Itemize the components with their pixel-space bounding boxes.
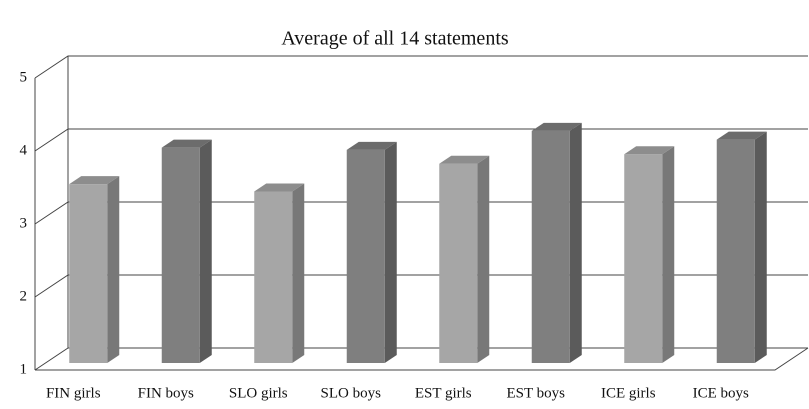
bar-side bbox=[477, 155, 490, 363]
bar bbox=[439, 163, 478, 363]
bar-top bbox=[439, 155, 490, 164]
bar-top bbox=[161, 139, 212, 148]
bar bbox=[254, 191, 293, 363]
bar bbox=[69, 184, 108, 363]
y-tick-label: 5 bbox=[20, 69, 28, 85]
bar-top bbox=[346, 141, 397, 150]
bar-top bbox=[69, 176, 120, 185]
x-tick-label: EST girls bbox=[415, 385, 472, 401]
grid-line bbox=[34, 274, 808, 298]
grid-line bbox=[34, 128, 808, 152]
bar bbox=[624, 154, 663, 363]
x-tick-label: FIN girls bbox=[46, 385, 101, 401]
bar-top bbox=[531, 122, 582, 131]
grid-line bbox=[34, 347, 808, 371]
y-tick-label: 4 bbox=[20, 142, 28, 158]
x-tick-label: SLO girls bbox=[229, 385, 288, 401]
grid-line bbox=[34, 201, 808, 225]
x-tick-label: SLO boys bbox=[321, 385, 382, 401]
bar-side bbox=[754, 131, 767, 363]
x-tick-label: EST boys bbox=[507, 385, 566, 401]
y-tick-label: 2 bbox=[20, 288, 28, 304]
bar bbox=[346, 149, 385, 363]
x-tick-label: ICE boys bbox=[693, 385, 749, 401]
bar-side bbox=[292, 183, 305, 363]
x-tick-label: ICE girls bbox=[601, 385, 656, 401]
bar-top bbox=[716, 131, 767, 140]
bar-side bbox=[199, 139, 212, 363]
bar-side bbox=[569, 122, 582, 363]
x-tick-label: FIN boys bbox=[138, 385, 194, 401]
floor-edge bbox=[35, 347, 809, 371]
bar bbox=[531, 130, 570, 363]
chart-title: Average of all 14 statements bbox=[281, 28, 509, 50]
bar-top bbox=[254, 183, 305, 192]
bar-top bbox=[624, 146, 675, 155]
bar-side bbox=[107, 176, 120, 363]
grid-line bbox=[34, 55, 808, 79]
y-tick-label: 3 bbox=[20, 215, 28, 231]
bar-side bbox=[384, 141, 397, 363]
bar bbox=[161, 147, 200, 363]
bar bbox=[716, 139, 755, 363]
y-tick-label: 1 bbox=[20, 361, 28, 377]
bar-side bbox=[662, 146, 675, 363]
